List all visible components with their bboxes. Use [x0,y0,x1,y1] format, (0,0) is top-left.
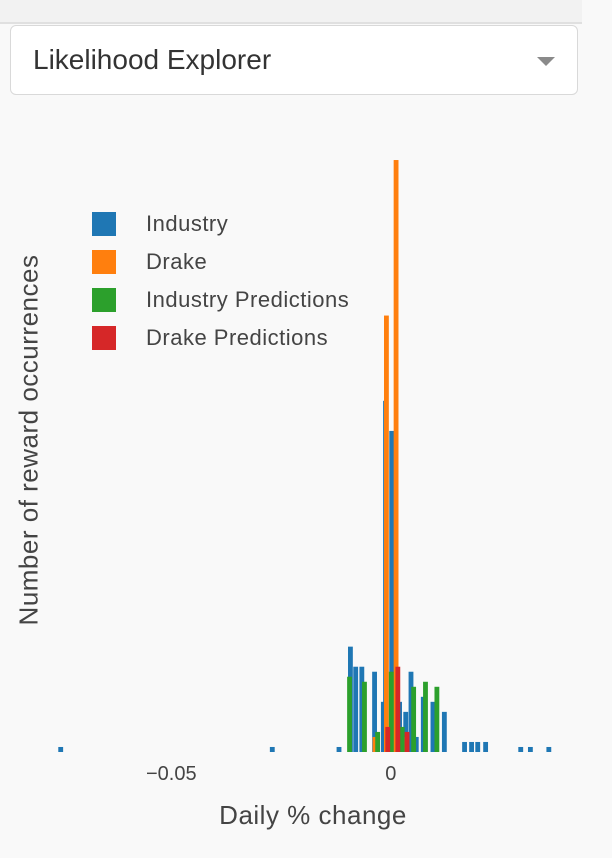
bar-industry-22[interactable] [527,746,533,752]
bar-drake-2[interactable] [393,160,399,752]
bar-industry-21[interactable] [518,746,524,752]
legend-label: Drake [146,249,208,274]
legend-item-drake-predictions[interactable]: Drake Predictions [92,319,349,357]
legend-item-industry-predictions[interactable]: Industry Predictions [92,281,349,319]
bar-industry-predictions-6[interactable] [423,681,428,752]
bar-industry-predictions-4[interactable] [399,726,405,752]
legend-swatch [92,212,116,236]
legend-label: Industry [146,211,229,236]
bar-drake-predictions-1[interactable] [395,666,401,752]
bar-industry-predictions-3[interactable] [388,671,394,752]
bar-industry-20[interactable] [483,741,489,752]
legend-label: Industry Predictions [146,287,350,312]
legend: Industry Drake Industry Predictions Drak… [92,205,349,357]
top-bar [0,0,582,24]
bar-industry-predictions-5[interactable] [411,686,417,752]
legend-swatch [92,326,116,350]
bar-industry-predictions-2[interactable] [375,731,381,752]
legend-label: Drake Predictions [146,325,329,350]
bar-industry-predictions-1[interactable] [362,681,367,752]
bar-industry-12[interactable] [408,671,414,752]
bar-industry-18[interactable] [469,741,474,752]
dropdown-selected-label: Likelihood Explorer [33,44,272,75]
bar-industry-predictions-7[interactable] [434,686,440,752]
bar-industry-5[interactable] [359,666,365,752]
legend-item-industry[interactable]: Industry [92,205,349,243]
bar-drake-1[interactable] [384,315,389,752]
legend-item-drake[interactable]: Drake [92,243,349,281]
bar-industry-13[interactable] [413,736,419,752]
bar-industry-1[interactable] [269,746,275,752]
bar-industry-9[interactable] [389,430,395,752]
x-axis-title: Daily % change [219,800,407,830]
explorer-dropdown[interactable]: Likelihood Explorer [10,25,578,95]
legend-swatch [92,250,116,274]
bar-industry-23[interactable] [546,746,552,752]
bar-drake-predictions-2[interactable] [404,731,410,752]
bar-drake-0[interactable] [372,736,378,752]
bar-industry-17[interactable] [462,741,467,752]
bar-drake-predictions-0[interactable] [385,726,391,752]
x-tick-label-1: 0 [385,763,396,785]
bar-industry-15[interactable] [430,701,436,752]
bar-industry-2[interactable] [336,746,342,752]
bar-industry-19[interactable] [475,741,481,752]
bar-industry-6[interactable] [372,671,377,752]
bar-industry-16[interactable] [441,711,447,752]
y-axis-title-text: Number of reward occurrences [13,254,44,626]
x-tick-label-0: −0.05 [146,763,197,785]
bar-industry-0[interactable] [58,746,64,752]
legend-swatch [92,288,116,312]
bar-industry-predictions-0[interactable] [347,676,352,752]
chevron-down-icon[interactable] [537,57,555,66]
bar-industry-4[interactable] [353,666,359,752]
